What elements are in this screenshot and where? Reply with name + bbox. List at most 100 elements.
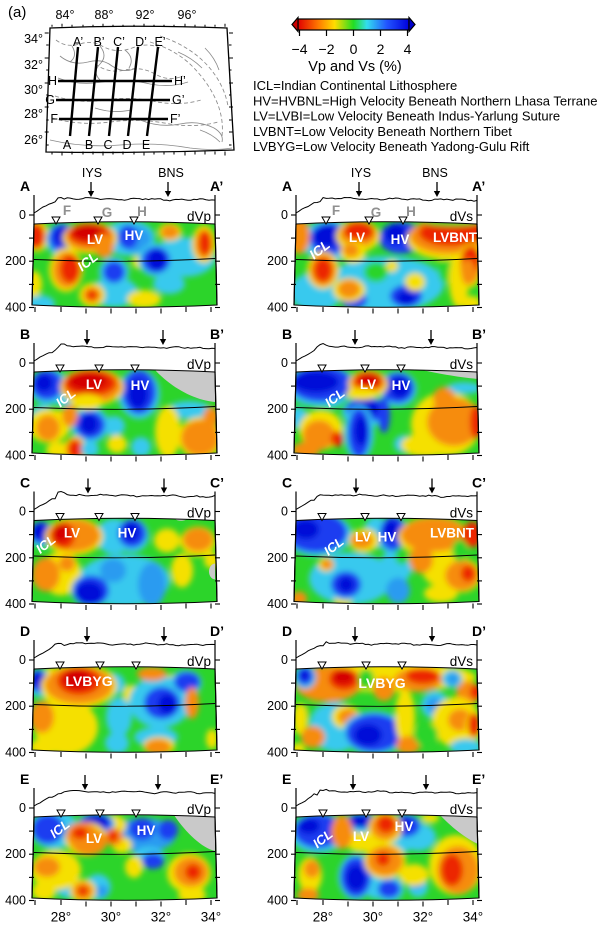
svg-text:400: 400 [5, 894, 26, 908]
svg-text:200: 200 [267, 699, 288, 713]
svg-text:D: D [282, 623, 292, 639]
svg-text:D’: D’ [472, 623, 486, 639]
svg-text:A’: A’ [73, 35, 83, 49]
svg-text:0: 0 [281, 356, 288, 370]
svg-text:LV: LV [349, 230, 365, 245]
svg-text:28°: 28° [51, 910, 71, 925]
svg-text:IYS: IYS [82, 166, 102, 180]
svg-text:dVp: dVp [187, 357, 211, 372]
svg-text:IYS: IYS [351, 166, 371, 180]
svg-text:LVBYG: LVBYG [65, 673, 112, 689]
svg-text:(a): (a) [8, 4, 26, 21]
svg-text:C’: C’ [472, 475, 486, 491]
svg-text:G: G [102, 205, 113, 220]
svg-text:HV: HV [378, 530, 397, 545]
svg-text:0: 0 [19, 653, 26, 667]
svg-text:34°: 34° [201, 910, 221, 925]
svg-text:0: 0 [281, 208, 288, 222]
svg-text:200: 200 [5, 402, 26, 416]
svg-text:HV: HV [391, 232, 410, 247]
svg-text:E’: E’ [472, 771, 485, 787]
svg-text:H: H [48, 74, 57, 88]
svg-text:C: C [103, 138, 112, 152]
svg-text:32°: 32° [24, 58, 43, 72]
svg-text:26°: 26° [24, 133, 43, 147]
svg-text:G’: G’ [172, 93, 185, 107]
svg-text:400: 400 [5, 301, 26, 315]
svg-text:92°: 92° [136, 8, 155, 22]
svg-text:−2: −2 [319, 41, 335, 57]
svg-text:dVp: dVp [187, 506, 211, 521]
svg-text:HV: HV [125, 228, 144, 243]
svg-text:30°: 30° [24, 83, 43, 97]
svg-text:400: 400 [267, 449, 288, 463]
svg-text:LV: LV [86, 377, 102, 392]
svg-text:B: B [20, 326, 30, 342]
svg-text:G: G [371, 205, 382, 220]
svg-text:32°: 32° [151, 910, 171, 925]
svg-text:D: D [122, 138, 131, 152]
svg-text:400: 400 [267, 746, 288, 760]
svg-text:G: G [45, 93, 55, 107]
svg-text:200: 200 [5, 699, 26, 713]
svg-text:200: 200 [5, 254, 26, 268]
svg-text:LV: LV [360, 377, 376, 392]
svg-text:HV=HVBNL=High Velocity Beneath: HV=HVBNL=High Velocity Beneath Northern … [253, 93, 597, 108]
svg-text:400: 400 [267, 597, 288, 611]
svg-text:C: C [20, 475, 30, 491]
svg-text:HV: HV [392, 378, 411, 393]
svg-text:0: 0 [281, 505, 288, 519]
svg-text:C: C [282, 475, 292, 491]
svg-text:LV: LV [64, 526, 80, 541]
svg-text:B’: B’ [93, 35, 104, 49]
svg-text:32°: 32° [413, 910, 433, 925]
svg-text:dVs: dVs [450, 506, 474, 521]
svg-text:34°: 34° [463, 910, 483, 925]
svg-text:400: 400 [267, 301, 288, 315]
svg-text:LV: LV [87, 232, 103, 247]
svg-text:0: 0 [19, 208, 26, 222]
svg-text:dVp: dVp [187, 802, 211, 817]
svg-text:E’: E’ [154, 35, 165, 49]
svg-text:H: H [137, 204, 147, 219]
svg-text:ICL=Indian Continental Lithosp: ICL=Indian Continental Lithosphere [253, 78, 457, 93]
svg-text:−4: −4 [292, 41, 308, 57]
svg-text:D’: D’ [135, 35, 147, 49]
svg-text:LV: LV [355, 530, 371, 545]
svg-text:HV: HV [395, 819, 414, 834]
svg-text:HV: HV [137, 823, 156, 838]
svg-text:4: 4 [404, 41, 412, 57]
svg-text:D: D [20, 623, 30, 639]
svg-text:LV=LVBI=Low Velocity Beneath I: LV=LVBI=Low Velocity Beneath Indus-Yarlu… [253, 109, 560, 124]
svg-text:LVBNT=Low Velocity Beneath Nor: LVBNT=Low Velocity Beneath Northern Tibe… [253, 124, 512, 139]
svg-text:F: F [63, 203, 71, 218]
svg-text:400: 400 [5, 746, 26, 760]
svg-text:E: E [142, 138, 150, 152]
svg-text:Vp and Vs (%): Vp and Vs (%) [308, 59, 402, 75]
svg-text:H: H [406, 204, 416, 219]
svg-text:BNS: BNS [422, 166, 448, 180]
svg-text:A’: A’ [210, 178, 223, 194]
svg-text:B’: B’ [472, 326, 486, 342]
svg-text:HV: HV [131, 378, 150, 393]
svg-text:0: 0 [350, 41, 358, 57]
svg-text:88°: 88° [95, 8, 114, 22]
svg-text:400: 400 [5, 597, 26, 611]
svg-text:B: B [282, 326, 292, 342]
svg-text:E’: E’ [210, 771, 223, 787]
svg-text:200: 200 [267, 402, 288, 416]
svg-text:2: 2 [377, 41, 385, 57]
svg-text:LVBYG: LVBYG [358, 675, 405, 691]
svg-text:0: 0 [19, 356, 26, 370]
svg-text:H’: H’ [174, 74, 186, 88]
svg-text:200: 200 [5, 847, 26, 861]
svg-text:A: A [20, 178, 30, 194]
svg-text:D’: D’ [210, 623, 224, 639]
svg-text:B: B [85, 138, 93, 152]
svg-text:C’: C’ [113, 35, 125, 49]
svg-text:BNS: BNS [158, 166, 184, 180]
svg-text:dVp: dVp [187, 209, 211, 224]
svg-text:F: F [332, 203, 340, 218]
svg-text:30°: 30° [101, 910, 121, 925]
svg-text:LVBYG=Low Velocity Beneath Yad: LVBYG=Low Velocity Beneath Yadong-Gulu R… [253, 139, 530, 154]
